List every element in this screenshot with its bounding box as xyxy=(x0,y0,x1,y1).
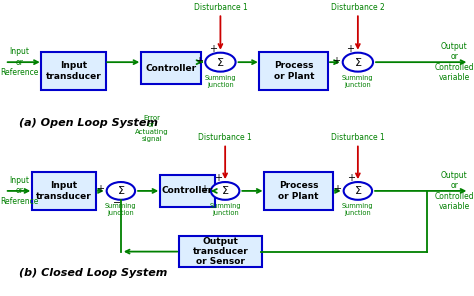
Text: +: + xyxy=(195,56,202,66)
Text: $\Sigma$: $\Sigma$ xyxy=(221,184,229,196)
Text: +: + xyxy=(333,184,341,194)
FancyBboxPatch shape xyxy=(179,236,262,267)
Text: Disturbance 2: Disturbance 2 xyxy=(331,3,385,12)
Text: Controller: Controller xyxy=(145,64,196,73)
FancyBboxPatch shape xyxy=(141,52,201,84)
Text: +: + xyxy=(96,184,104,194)
Text: Disturbance 1: Disturbance 1 xyxy=(198,133,252,142)
Text: +: + xyxy=(332,56,340,66)
Text: Process
or Plant: Process or Plant xyxy=(278,181,319,201)
Text: Input
transducer: Input transducer xyxy=(36,181,92,201)
Text: Input
or
Reference: Input or Reference xyxy=(0,47,38,77)
FancyBboxPatch shape xyxy=(41,52,106,90)
Text: Summing
junction: Summing junction xyxy=(205,75,236,88)
Text: Output
or
Controlled
variable: Output or Controlled variable xyxy=(434,42,474,82)
Circle shape xyxy=(344,182,372,200)
Text: Error
or
Actuating
signal: Error or Actuating signal xyxy=(135,115,168,142)
Text: Summing
junction: Summing junction xyxy=(342,203,374,216)
Text: +: + xyxy=(347,173,355,184)
Circle shape xyxy=(211,182,239,200)
Text: $\Sigma$: $\Sigma$ xyxy=(117,184,125,196)
Text: Output
transducer
or Sensor: Output transducer or Sensor xyxy=(192,237,248,266)
Text: Summing
junction: Summing junction xyxy=(210,203,241,216)
Circle shape xyxy=(343,53,373,72)
Text: $\Sigma$: $\Sigma$ xyxy=(354,56,362,67)
FancyBboxPatch shape xyxy=(32,172,96,210)
FancyBboxPatch shape xyxy=(259,52,328,90)
Text: Disturbance 1: Disturbance 1 xyxy=(193,3,247,12)
Text: (b) Closed Loop System: (b) Closed Loop System xyxy=(19,268,167,278)
Text: Summing
junction: Summing junction xyxy=(342,75,374,88)
Text: (a) Open Loop System: (a) Open Loop System xyxy=(19,118,158,128)
Circle shape xyxy=(205,53,236,72)
Text: Controller: Controller xyxy=(162,186,213,195)
Text: Disturbance 1: Disturbance 1 xyxy=(331,133,385,142)
Text: Input
transducer: Input transducer xyxy=(46,61,101,81)
Text: Input
or
Reference: Input or Reference xyxy=(0,176,38,206)
Text: Summing
junction: Summing junction xyxy=(105,203,137,216)
FancyBboxPatch shape xyxy=(264,172,333,210)
Text: +: + xyxy=(214,173,222,184)
FancyBboxPatch shape xyxy=(160,175,215,207)
Text: +: + xyxy=(346,44,354,54)
Text: $\Sigma$: $\Sigma$ xyxy=(354,184,362,196)
Text: +: + xyxy=(209,44,217,54)
Text: Output
or
Controlled
variable: Output or Controlled variable xyxy=(434,171,474,211)
Text: Process
or Plant: Process or Plant xyxy=(273,61,314,81)
Text: −: − xyxy=(112,198,121,208)
Text: $\Sigma$: $\Sigma$ xyxy=(216,56,225,67)
Circle shape xyxy=(107,182,135,200)
Text: +: + xyxy=(201,184,208,194)
